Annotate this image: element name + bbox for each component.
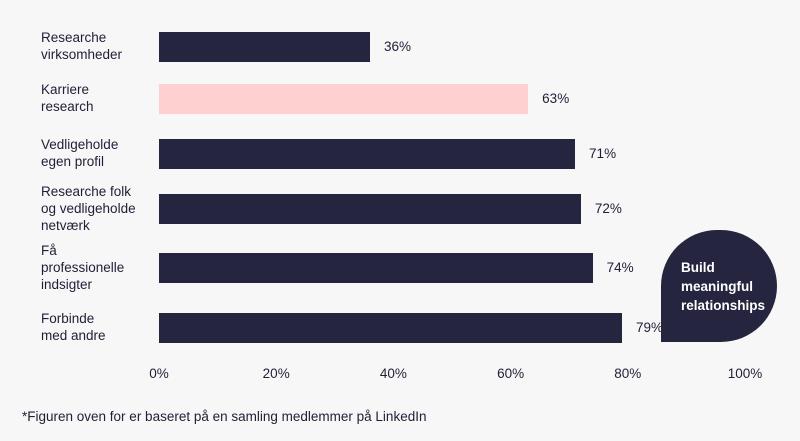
callout-text: Build meaningful relationships	[681, 260, 766, 313]
x-tick-label-3: 40%	[379, 366, 407, 381]
category-label-5: Få professionelle indsigter	[41, 242, 125, 292]
x-tick-label-4: 60%	[497, 366, 525, 381]
category-label-1: Researche virksomheder	[41, 30, 123, 62]
bar-4	[159, 194, 581, 224]
footnote: *Figuren oven for er baseret på en samli…	[22, 409, 427, 424]
callout-bubble: Build meaningful relationships	[661, 230, 777, 342]
value-label-1: 36%	[383, 39, 411, 54]
x-tick-label-6: 100%	[727, 366, 763, 381]
value-label-3: 71%	[589, 146, 617, 161]
bar-1	[159, 32, 370, 62]
x-tick-label-5: 80%	[614, 366, 642, 381]
bar-6	[159, 313, 622, 343]
x-tick-label-1: 0%	[149, 366, 169, 381]
bar-5	[159, 253, 593, 283]
category-label-3: Vedligeholde egen profil	[41, 137, 119, 169]
bar-3	[159, 139, 576, 169]
category-label-2: Karriere research	[41, 82, 94, 114]
value-label-2: 63%	[542, 91, 570, 106]
value-label-5: 74%	[606, 260, 634, 275]
category-label-4: Researche folk og vedligeholde netværk	[41, 183, 136, 233]
x-tick-label-2: 20%	[262, 366, 290, 381]
value-label-6: 79%	[635, 320, 663, 335]
bar-2	[159, 84, 529, 114]
value-label-4: 72%	[594, 201, 622, 216]
category-label-6: Forbinde med andre	[41, 311, 106, 343]
